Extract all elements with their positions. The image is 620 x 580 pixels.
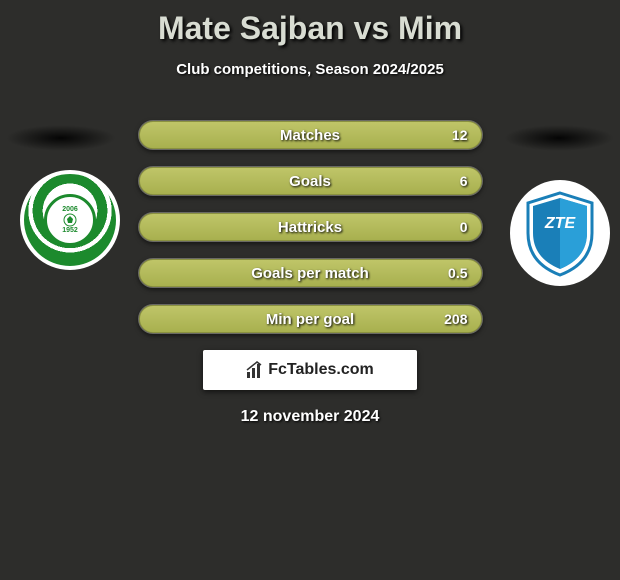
stat-value-right: 6 [460,173,468,189]
right-logo-text: ZTE [544,215,577,232]
stat-row: Hattricks 0 [138,212,483,242]
stat-value-right: 12 [452,127,468,143]
stat-label: Matches [280,127,340,144]
brand-label: FcTables.com [268,361,374,379]
brand-text: FcTables.com [246,361,374,379]
logo-year-bottom: 1952 [62,227,78,234]
right-team-logo: ZTE [510,180,610,286]
stat-row: Matches 12 [138,120,483,150]
shield-icon: ZTE [520,188,600,278]
brand-box[interactable]: FcTables.com [203,350,417,390]
football-icon [60,213,80,227]
stat-label: Hattricks [278,219,342,236]
page-subtitle: Club competitions, Season 2024/2025 [0,61,620,78]
left-team-logo-inner: 2006 1952 [44,194,96,246]
left-team-logo: 2006 1952 [20,170,120,270]
chart-icon [246,361,264,379]
logo-year-top: 2006 [62,206,78,213]
date-label: 12 november 2024 [0,408,620,426]
stat-value-right: 0 [460,219,468,235]
stat-label: Goals per match [251,265,369,282]
stat-value-right: 0.5 [448,265,467,281]
stats-container: Matches 12 Goals 6 Hattricks 0 Goals per match… [138,120,483,334]
right-logo-shadow [504,125,614,151]
stat-value-right: 208 [444,311,467,327]
stat-label: Goals [289,173,331,190]
stat-row: Goals per match 0.5 [138,258,483,288]
left-logo-shadow [6,125,116,151]
stat-row: Min per goal 208 [138,304,483,334]
stat-row: Goals 6 [138,166,483,196]
stat-label: Min per goal [266,311,354,328]
page-title: Mate Sajban vs Mim [0,0,620,47]
